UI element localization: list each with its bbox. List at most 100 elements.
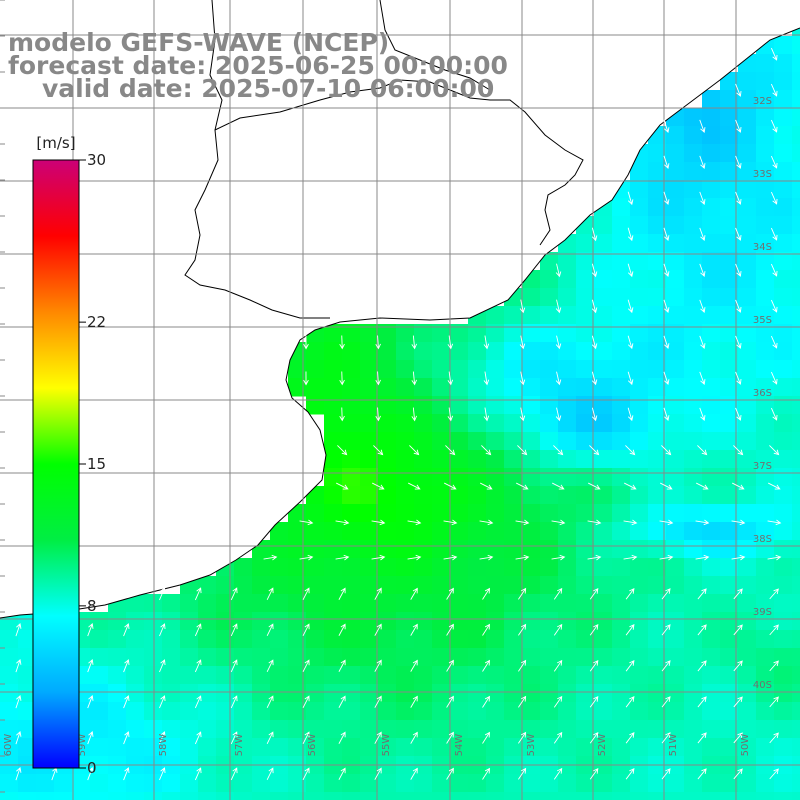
wind-cell — [450, 576, 469, 595]
wind-cell — [684, 504, 703, 523]
wind-arrow — [770, 371, 778, 385]
wind-cell — [666, 396, 685, 415]
wind-arrow — [769, 696, 779, 708]
wind-cell — [738, 144, 757, 163]
wind-arrow — [553, 695, 563, 708]
wind-arrow — [123, 659, 130, 673]
wind-cell — [792, 792, 800, 800]
wind-cell — [702, 252, 721, 271]
wind-cell — [756, 342, 775, 361]
wind-cell — [378, 648, 397, 667]
wind-cell — [594, 666, 613, 685]
wind-cell — [126, 648, 145, 667]
wind-arrow — [443, 554, 458, 561]
wind-arrow — [518, 587, 527, 600]
wind-cell — [774, 630, 793, 649]
longitude-label: 59W — [77, 734, 88, 757]
wind-cell — [414, 684, 433, 703]
valid-date: valid date: 2025-07-10 06:00:00 — [42, 74, 495, 103]
wind-cell — [252, 702, 271, 721]
wind-cell — [270, 648, 289, 667]
wind-arrow — [482, 623, 491, 636]
wind-cell — [216, 720, 235, 739]
wind-cell — [792, 306, 800, 325]
wind-cell — [666, 414, 685, 433]
wind-arrow — [519, 407, 526, 422]
wind-arrow — [479, 519, 494, 526]
wind-cell — [378, 486, 397, 505]
wind-cell — [0, 684, 19, 703]
wind-cell — [630, 540, 649, 559]
wind-cell — [432, 702, 451, 721]
wind-cell — [558, 342, 577, 361]
wind-cell — [504, 576, 523, 595]
wind-cell — [774, 180, 793, 199]
wind-cell — [684, 576, 703, 595]
wind-cell — [90, 684, 109, 703]
wind-arrow — [483, 407, 490, 422]
wind-cell — [702, 162, 721, 181]
wind-cell — [468, 360, 487, 379]
latitude-label: 32S — [753, 96, 772, 107]
wind-cell — [234, 612, 253, 631]
wind-cell — [306, 360, 325, 379]
wind-cell — [612, 576, 631, 595]
wind-arrow — [375, 371, 381, 386]
wind-cell — [126, 702, 145, 721]
wind-cell — [450, 468, 469, 487]
wind-arrow — [699, 263, 706, 277]
wind-arrow — [735, 155, 742, 169]
longitude-label: 55W — [381, 734, 392, 757]
wind-cell — [558, 270, 577, 289]
wind-cell — [450, 702, 469, 721]
wind-arrow — [374, 695, 382, 708]
wind-cell — [432, 558, 451, 577]
wind-cell — [720, 504, 739, 523]
wind-cell — [558, 720, 577, 739]
wind-arrow — [553, 445, 564, 456]
wind-arrow — [591, 227, 598, 242]
wind-cell — [522, 396, 541, 415]
wind-cell — [504, 612, 523, 631]
wind-cell — [198, 774, 217, 793]
wind-cell — [702, 180, 721, 199]
wind-cell — [360, 468, 379, 487]
wind-cell — [288, 738, 307, 757]
wind-cell — [522, 648, 541, 667]
wind-arrow — [553, 659, 563, 672]
wind-cell — [630, 792, 649, 800]
wind-cell — [450, 414, 469, 433]
wind-cell — [612, 702, 631, 721]
wind-cell — [666, 270, 685, 289]
wind-cell — [576, 720, 595, 739]
wind-cell — [702, 468, 721, 487]
wind-cell — [630, 162, 649, 181]
wind-cell — [774, 612, 793, 631]
wind-cell — [648, 684, 667, 703]
wind-cell — [666, 378, 685, 397]
wind-cell — [126, 738, 145, 757]
wind-cell — [270, 702, 289, 721]
wind-cell — [720, 90, 739, 109]
wind-cell — [558, 522, 577, 541]
wind-cell — [540, 360, 559, 379]
wind-cell — [648, 792, 667, 800]
wind-arrow — [770, 83, 778, 97]
wind-cell — [738, 666, 757, 685]
wind-cell — [774, 252, 793, 271]
wind-cell — [720, 720, 739, 739]
wind-cell — [324, 324, 343, 343]
wind-cell — [630, 198, 649, 217]
wind-arrow — [266, 623, 274, 637]
wind-cell — [540, 792, 559, 800]
wind-arrow — [483, 335, 490, 350]
wind-arrow — [663, 191, 670, 206]
wind-cell — [774, 666, 793, 685]
wind-cell — [540, 720, 559, 739]
wind-cell — [468, 702, 487, 721]
wind-cell — [774, 72, 793, 91]
wind-arrow — [519, 335, 526, 350]
wind-arrow — [15, 658, 22, 673]
wind-cell — [756, 288, 775, 307]
wind-cell — [630, 576, 649, 595]
